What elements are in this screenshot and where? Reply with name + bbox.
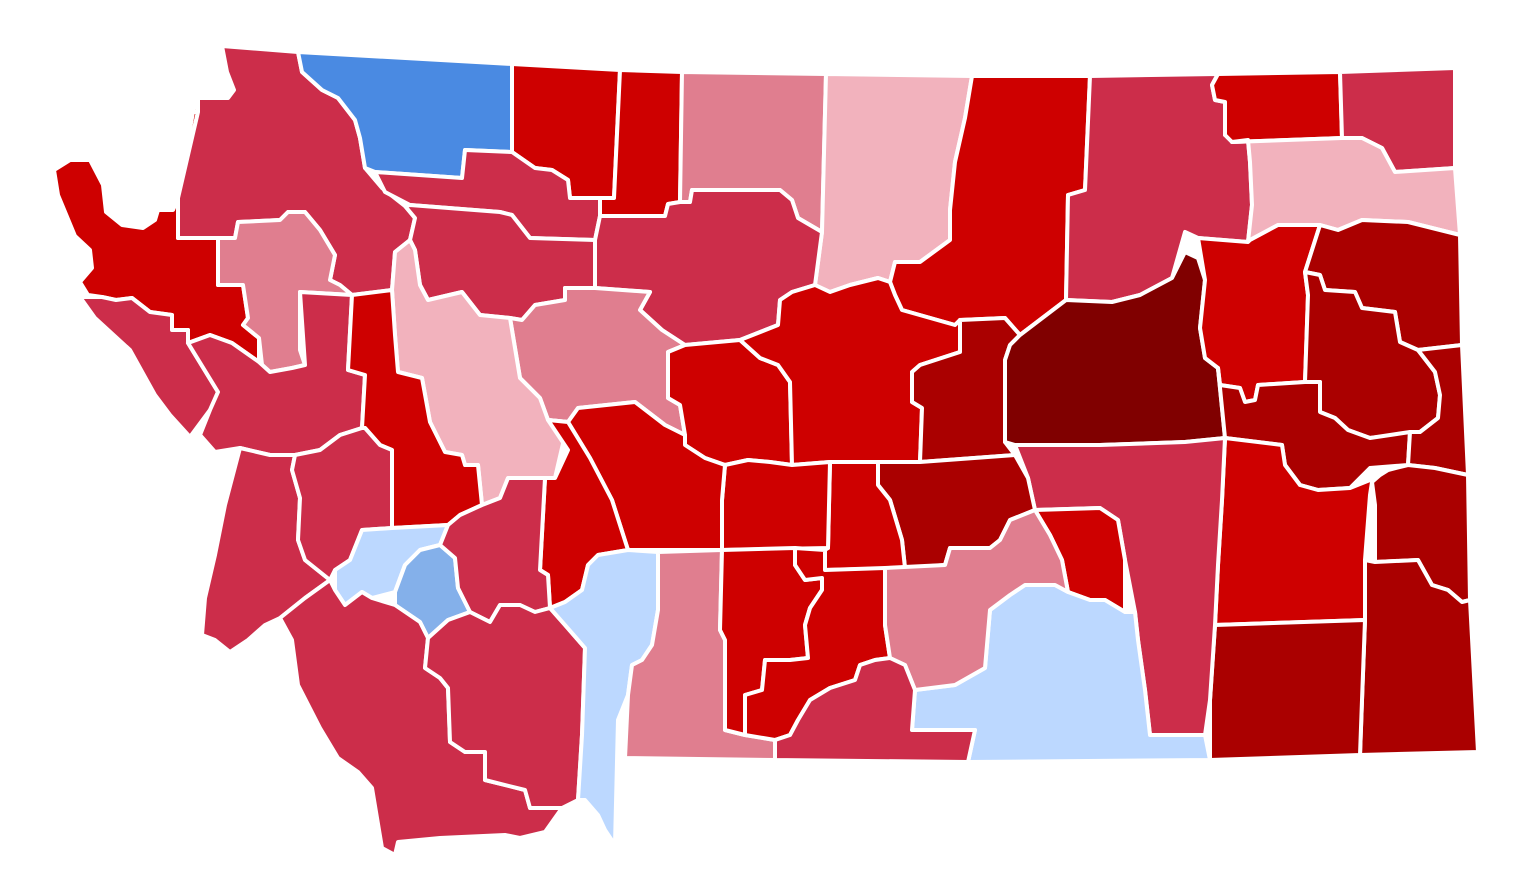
county-carbon[interactable] bbox=[773, 656, 977, 764]
county-lake[interactable] bbox=[216, 210, 354, 374]
counties-layer bbox=[52, 31, 1480, 857]
county-wheatland[interactable] bbox=[720, 458, 832, 552]
county-powder-river[interactable] bbox=[1208, 618, 1367, 762]
county-daniels[interactable] bbox=[1210, 70, 1344, 144]
county-wibaux[interactable] bbox=[1406, 343, 1470, 477]
county-carter[interactable] bbox=[1358, 558, 1480, 757]
